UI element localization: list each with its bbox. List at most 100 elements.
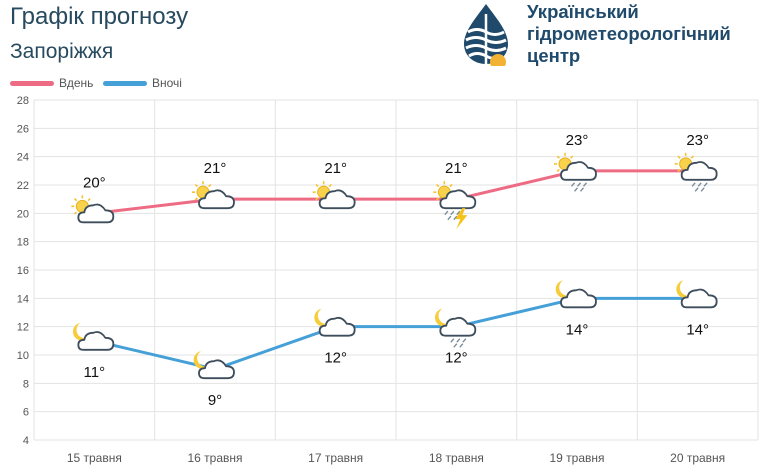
moon-cloud-icon	[72, 322, 115, 351]
sun-cloud-icon	[312, 181, 356, 210]
cloud-shape	[198, 189, 235, 210]
sun-ray	[194, 197, 198, 201]
data-label: 21°	[204, 160, 227, 177]
data-label: 11°	[84, 364, 106, 381]
moon-cloud-icon	[314, 308, 356, 337]
cloud-shape	[680, 161, 718, 181]
series-line-day	[92, 169, 700, 215]
rain-drop	[700, 187, 705, 192]
sun-ray	[435, 183, 440, 188]
sun-ray	[73, 211, 78, 215]
y-tick-label: 6	[23, 407, 29, 419]
org-line: центр	[527, 45, 581, 66]
y-tick-label: 10	[17, 350, 29, 362]
sun-thunderstorm-icon	[433, 181, 477, 230]
moon-shape	[193, 351, 210, 370]
data-label: 14°	[566, 321, 589, 338]
legend-label-day: Вдень	[59, 76, 94, 90]
rain-drop	[694, 187, 699, 192]
rain-drop	[450, 338, 455, 343]
data-label: 12°	[324, 350, 347, 367]
rain-drop	[703, 182, 708, 187]
x-tick-label: 19 травня	[549, 451, 604, 465]
cloud-shape	[77, 203, 115, 224]
sun-cloud-icon	[71, 195, 115, 224]
sun-ray	[87, 197, 91, 202]
rain-drop	[462, 338, 467, 343]
moon-shape	[72, 322, 90, 341]
y-tick-label: 26	[17, 123, 29, 135]
rain-drop	[459, 343, 464, 348]
rain-drop	[570, 182, 576, 187]
rain-drop	[582, 182, 588, 187]
cloud-shape	[680, 288, 718, 309]
legend-label-night: Вночі	[152, 76, 182, 90]
cloud-shape	[560, 288, 597, 309]
y-tick-label: 4	[23, 435, 29, 447]
cloud-shape	[198, 359, 235, 380]
cloud-shape	[560, 161, 597, 181]
organization-name: Український гідрометеорологічний центр	[527, 1, 731, 67]
rain-drop	[456, 210, 461, 216]
rain-drop	[444, 210, 449, 216]
moon-shape	[555, 280, 572, 299]
x-tick-label: 16 травня	[187, 451, 242, 465]
y-tick-label: 16	[17, 265, 29, 277]
rain-drop	[450, 210, 455, 216]
sun-ray	[690, 155, 695, 159]
sun-ray	[315, 183, 319, 188]
sun-ray	[328, 183, 333, 188]
sun-ray	[570, 155, 574, 159]
moon-shape	[314, 308, 331, 327]
y-tick-label: 14	[17, 293, 29, 305]
cloud-shape	[77, 331, 115, 351]
sun-ray	[449, 183, 453, 188]
x-tick-label: 18 травня	[429, 451, 484, 465]
sun-ray	[556, 155, 560, 159]
data-label: 14°	[686, 321, 709, 338]
rain-drop	[447, 215, 452, 221]
x-tick-label: 20 травня	[670, 451, 725, 465]
sun-ray	[556, 168, 560, 173]
sun-ray	[677, 168, 681, 173]
sun-ray	[208, 183, 212, 188]
moon-cloud-rain-icon	[434, 308, 477, 348]
sun-ray	[677, 155, 681, 159]
legend-item-night: Вночі	[103, 76, 182, 90]
rain-drop	[453, 343, 458, 348]
cloud-shape	[318, 316, 356, 337]
cloud-shape	[439, 189, 477, 210]
y-tick-label: 20	[17, 208, 29, 220]
data-label: 21°	[324, 160, 347, 177]
legend-swatch-day	[10, 81, 54, 87]
x-tick-label: 17 травня	[308, 451, 363, 465]
data-label: 23°	[686, 132, 709, 149]
sun-cloud-rain-icon	[554, 152, 597, 192]
lightning-bolt	[455, 208, 468, 230]
hydromet-logo-icon	[464, 4, 508, 66]
legend-item-day: Вдень	[10, 76, 93, 90]
rain-drop	[579, 187, 585, 192]
data-label: 9°	[208, 392, 222, 409]
y-tick-label: 24	[17, 152, 29, 164]
legend-swatch-night	[103, 81, 147, 87]
rain-drop	[697, 182, 702, 187]
rain-drop	[576, 182, 582, 187]
y-tick-label: 28	[17, 95, 29, 107]
city-name: Запоріжжя	[10, 40, 114, 63]
org-line: Український	[527, 1, 639, 22]
moon-shape	[676, 280, 693, 299]
moon-cloud-icon	[676, 280, 718, 309]
rain-drop	[573, 187, 579, 192]
org-line: гідрометеорологічний	[527, 23, 731, 44]
y-tick-label: 22	[17, 180, 29, 192]
cloud-shape	[439, 316, 477, 337]
data-label: 12°	[445, 350, 468, 367]
moon-shape	[434, 308, 452, 327]
sun-ray	[435, 197, 440, 201]
moon-cloud-icon	[555, 280, 597, 309]
sun-ray	[194, 183, 198, 188]
sun-cloud-icon	[192, 181, 235, 210]
page-title: Графік прогнозу	[10, 3, 189, 30]
